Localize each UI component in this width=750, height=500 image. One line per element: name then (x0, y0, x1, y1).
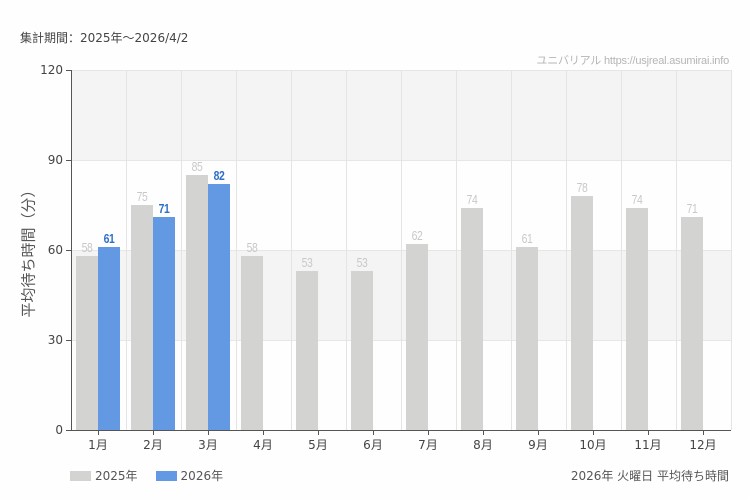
bar-value-label: 71 (686, 201, 698, 216)
v-gridline (236, 70, 237, 430)
x-tick (538, 430, 539, 435)
v-gridline (731, 70, 732, 430)
bar-value-label: 53 (301, 255, 313, 270)
y-axis-line (71, 70, 72, 431)
bar-2025年-9月[interactable] (516, 247, 538, 430)
legend-label-2026: 2026年 (180, 469, 224, 483)
bar-value-label: 78 (576, 180, 588, 195)
v-gridline (621, 70, 622, 430)
bar-2025年-8月[interactable] (461, 208, 483, 430)
legend-swatch-2026 (155, 470, 177, 481)
bar-2025年-12月[interactable] (681, 217, 703, 430)
y-tick-label: 0 (55, 423, 63, 437)
x-tick (318, 430, 319, 435)
bar-2026年-2月[interactable] (153, 217, 175, 430)
y-tick-label: 30 (47, 333, 63, 347)
x-tick-label: 1月 (88, 438, 108, 452)
bar-2025年-4月[interactable] (241, 256, 263, 430)
x-tick (98, 430, 99, 435)
y-tick-label: 120 (40, 63, 63, 77)
bar-value-label: 74 (466, 192, 478, 207)
collection-period: 集計期間：2025年～2026/4/2 (20, 31, 189, 45)
bar-2025年-5月[interactable] (296, 271, 318, 430)
bar-value-label: 75 (136, 189, 148, 204)
x-tick (373, 430, 374, 435)
bar-value-label: 58 (246, 240, 258, 255)
y-tick-label: 60 (47, 243, 63, 257)
x-tick (153, 430, 154, 435)
bar-value-label: 85 (191, 159, 203, 174)
x-tick (483, 430, 484, 435)
x-tick-label: 10月 (579, 438, 607, 452)
y-tick (66, 250, 71, 251)
bar-2025年-10月[interactable] (571, 196, 593, 430)
v-gridline (401, 70, 402, 430)
bar-value-label: 71 (158, 201, 170, 216)
x-tick-label: 4月 (253, 438, 273, 452)
v-gridline (456, 70, 457, 430)
v-gridline (511, 70, 512, 430)
legend: 2025年 2026年 (70, 467, 241, 484)
v-gridline (676, 70, 677, 430)
bar-2025年-7月[interactable] (406, 244, 428, 430)
source-credit: ユニバリアル https://usjreal.asumirai.info (536, 55, 729, 67)
chart-title: 2026年 火曜日 平均待ち時間 (570, 469, 729, 483)
x-tick (263, 430, 264, 435)
v-gridline (181, 70, 182, 430)
y-tick-label: 90 (47, 153, 63, 167)
bar-value-label: 58 (81, 240, 93, 255)
y-tick (66, 70, 71, 71)
x-axis-line (71, 430, 731, 431)
bar-2026年-3月[interactable] (208, 184, 230, 430)
legend-label-2025: 2025年 (95, 469, 138, 483)
x-tick (428, 430, 429, 435)
x-tick-label: 5月 (308, 438, 328, 452)
bar-value-label: 62 (411, 228, 423, 243)
x-tick-label: 9月 (528, 438, 548, 452)
x-tick (703, 430, 704, 435)
y-tick (66, 160, 71, 161)
v-gridline (346, 70, 347, 430)
x-tick (593, 430, 594, 435)
x-tick (208, 430, 209, 435)
bar-2025年-11月[interactable] (626, 208, 648, 430)
x-tick-label: 11月 (634, 438, 662, 452)
legend-item-2026[interactable]: 2026年 (155, 467, 224, 484)
y-tick (66, 340, 71, 341)
bar-value-label: 61 (103, 231, 115, 246)
bar-2025年-2月[interactable] (131, 205, 153, 430)
x-tick-label: 12月 (689, 438, 717, 452)
plot-area: 0 30 60 90 120 58 75 85 58 53 53 62 74 61 78 74 71 61 71 82 (40, 63, 732, 437)
bar-value-label: 53 (356, 255, 368, 270)
bar-2025年-1月[interactable] (76, 256, 98, 430)
x-tick-label: 6月 (363, 438, 383, 452)
legend-item-2025[interactable]: 2025年 (70, 467, 138, 484)
x-tick-label: 8月 (473, 438, 493, 452)
bar-value-label: 61 (521, 231, 533, 246)
bar-value-label: 82 (213, 168, 225, 183)
bar-2025年-3月[interactable] (186, 175, 208, 430)
x-tick (648, 430, 649, 435)
bar-2025年-6月[interactable] (351, 271, 373, 430)
legend-swatch-2025 (70, 470, 91, 481)
bar-2026年-1月[interactable] (98, 247, 120, 430)
x-tick-label: 2月 (143, 438, 163, 452)
v-gridline (566, 70, 567, 430)
x-tick-label: 3月 (198, 438, 218, 452)
y-axis-title: 平均待ち時間（分） (19, 182, 38, 318)
x-tick-label: 7月 (418, 438, 438, 452)
v-gridline (291, 70, 292, 430)
v-gridline (126, 70, 127, 430)
y-tick (66, 430, 71, 431)
bar-value-label: 74 (631, 192, 643, 207)
